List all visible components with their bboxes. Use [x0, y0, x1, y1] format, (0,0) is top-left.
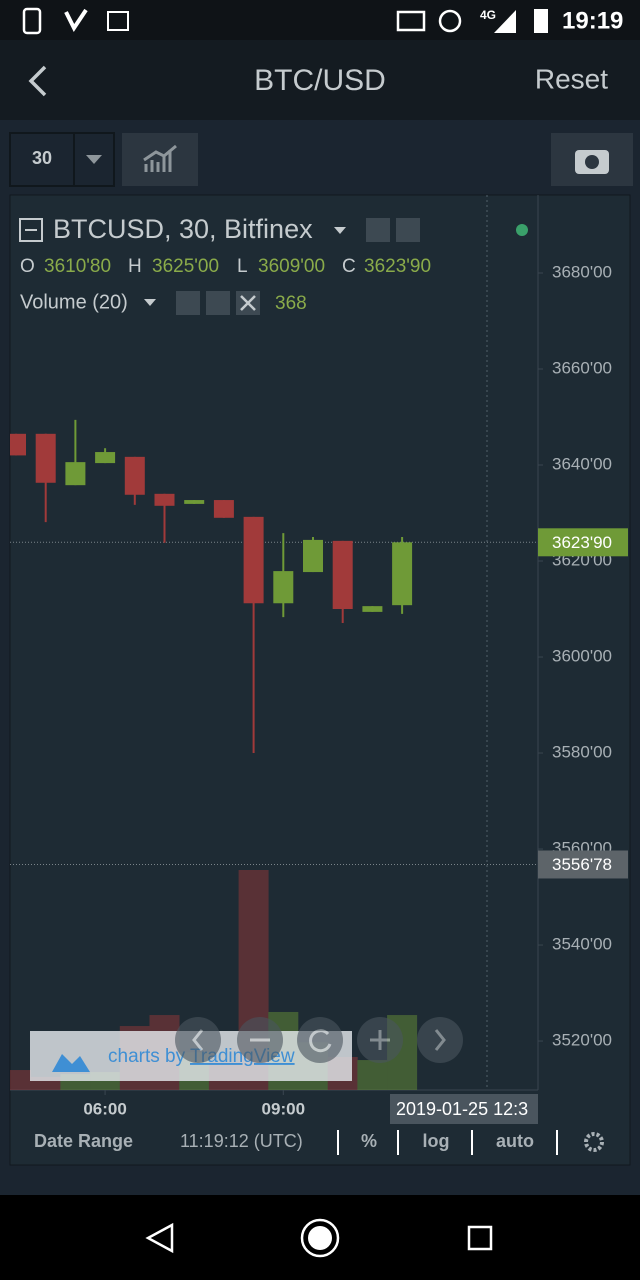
candle-body	[332, 540, 353, 610]
dropdown-arrow[interactable]	[144, 299, 156, 306]
indicators-button[interactable]	[122, 133, 198, 186]
settings-button[interactable]	[206, 291, 230, 315]
candle-body	[243, 516, 264, 604]
chart-panel	[9, 194, 631, 1166]
cast-icon	[396, 10, 426, 32]
indicators-icon	[143, 144, 177, 172]
ohlc-legend: O 3610'80 H 3625'00 L 3609'00 C 3623'90	[20, 256, 431, 277]
candle-body	[35, 433, 56, 483]
battery-icon	[534, 9, 548, 33]
x-tick-label: 09:00	[262, 1099, 305, 1118]
clock: 19:19	[562, 7, 623, 34]
candle-body	[154, 493, 175, 506]
ohlc-key: C	[342, 256, 356, 277]
camera-lens	[585, 155, 599, 169]
volume-bar	[357, 1060, 388, 1090]
zoom-controls	[175, 1017, 463, 1063]
symbol-label: BTCUSD, 30, Bitfinex	[53, 214, 313, 244]
dropdown-arrow[interactable]	[334, 227, 346, 234]
ohlc-key: L	[237, 256, 248, 277]
x-tick-label: 06:00	[83, 1099, 126, 1118]
watermark-prefix: charts by	[108, 1046, 190, 1067]
settings-button[interactable]	[396, 218, 420, 242]
status-icon	[64, 8, 88, 32]
nav-home[interactable]	[300, 1218, 340, 1258]
zoom-glyphs	[192, 1029, 446, 1051]
candle-body	[273, 571, 294, 604]
eye-button[interactable]	[366, 218, 390, 242]
y-tick-label: 3600'00	[552, 647, 612, 666]
app-header	[0, 40, 640, 120]
settings-button[interactable]	[584, 1132, 604, 1152]
nav-recent[interactable]	[467, 1225, 493, 1251]
network-type: 4G	[480, 8, 496, 22]
ohlc-key: O	[20, 256, 35, 277]
ohlc-value: 3623'90	[364, 256, 431, 277]
status-icon	[107, 11, 129, 31]
alarm-icon	[438, 9, 462, 33]
price-tag-label: 3623'90	[552, 533, 612, 552]
candle-body	[362, 606, 383, 612]
candle-body	[124, 456, 145, 495]
date-label: 2019-01-25 12:3	[396, 1099, 528, 1119]
date-range-button[interactable]: Date Range	[34, 1131, 133, 1151]
y-tick-label: 3640'00	[552, 454, 612, 473]
candle-body	[213, 500, 234, 518]
tradingview-logo	[52, 1054, 90, 1072]
interval-select[interactable]	[9, 132, 115, 187]
candle-body	[392, 542, 413, 606]
ohlc-key: H	[128, 256, 142, 277]
nav-back[interactable]	[145, 1222, 174, 1254]
y-tick-label: 3680'00	[552, 262, 612, 281]
candle-body	[10, 433, 26, 456]
auto-button[interactable]: auto	[496, 1131, 534, 1151]
scroll-right-button[interactable]	[417, 1017, 463, 1063]
remove-icon	[240, 295, 256, 311]
status-dot	[516, 224, 528, 236]
candle-body	[303, 539, 323, 573]
reset-button[interactable]: Reset	[535, 63, 608, 94]
y-tick-label: 3540'00	[552, 935, 612, 954]
status-bar	[0, 0, 640, 40]
y-tick-label: 3520'00	[552, 1031, 612, 1050]
page-title: BTC/USD	[254, 64, 386, 97]
scroll-left-button[interactable]	[175, 1017, 221, 1063]
eye-button[interactable]	[176, 291, 200, 315]
nav-home-dot	[308, 1226, 332, 1250]
candle-body	[95, 452, 116, 464]
y-tick-label: 3660'00	[552, 358, 612, 377]
reset-zoom-button[interactable]	[297, 1017, 343, 1063]
ohlc-value: 3625'00	[152, 256, 219, 277]
y-tick-label: 3580'00	[552, 743, 612, 762]
date-tag	[390, 1094, 538, 1124]
price-tag	[538, 850, 628, 879]
volume-value: 368	[275, 293, 307, 314]
back-button[interactable]	[28, 65, 47, 97]
dropdown-arrow	[86, 155, 102, 164]
ohlc-value: 3609'00	[258, 256, 325, 277]
price-tag	[538, 528, 628, 557]
utc-time: 11:19:12 (UTC)	[180, 1131, 303, 1151]
reset-glyph	[309, 1029, 332, 1053]
candle-body	[65, 462, 86, 486]
ohlc-value: 3610'80	[44, 256, 111, 277]
price-tag-label: 3556'78	[552, 855, 612, 874]
percent-button[interactable]: %	[361, 1131, 377, 1151]
collapse-icon[interactable]	[19, 218, 43, 242]
interval-value: 30	[32, 148, 52, 168]
log-button[interactable]: log	[423, 1131, 450, 1151]
volume-bar	[10, 1070, 31, 1090]
volume-label: Volume (20)	[20, 291, 128, 313]
status-icon	[22, 7, 42, 35]
candle-body	[184, 500, 205, 504]
signal-icon	[494, 10, 516, 33]
